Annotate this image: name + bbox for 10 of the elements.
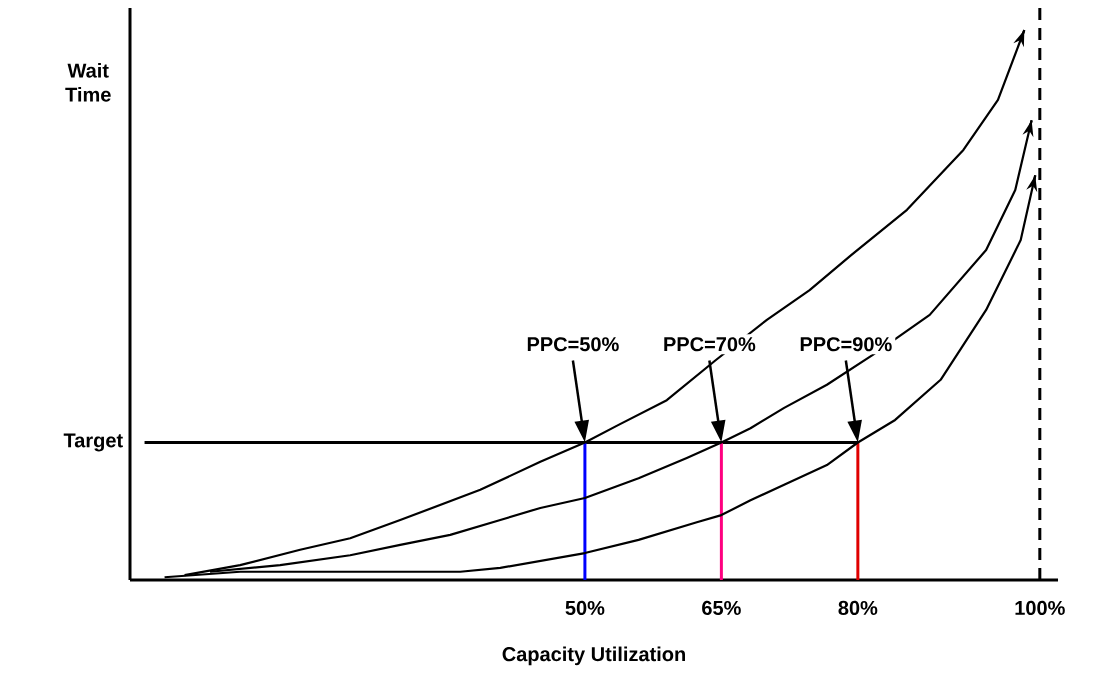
x-tick-label: 65% [702,600,741,616]
x-axis-title: Capacity Utilization [502,646,685,666]
annotation: PPC=50% [527,337,619,352]
x-tick-label: 50% [565,600,605,616]
x-tick-label: 100% [1015,600,1065,616]
ref-line-label: Target [63,433,123,452]
x-tick-label: 80% [838,600,878,616]
y-axis-title: Wait Time [65,63,111,102]
annotation: PPC=90% [800,337,892,352]
annotation: PPC=70% [664,337,756,352]
